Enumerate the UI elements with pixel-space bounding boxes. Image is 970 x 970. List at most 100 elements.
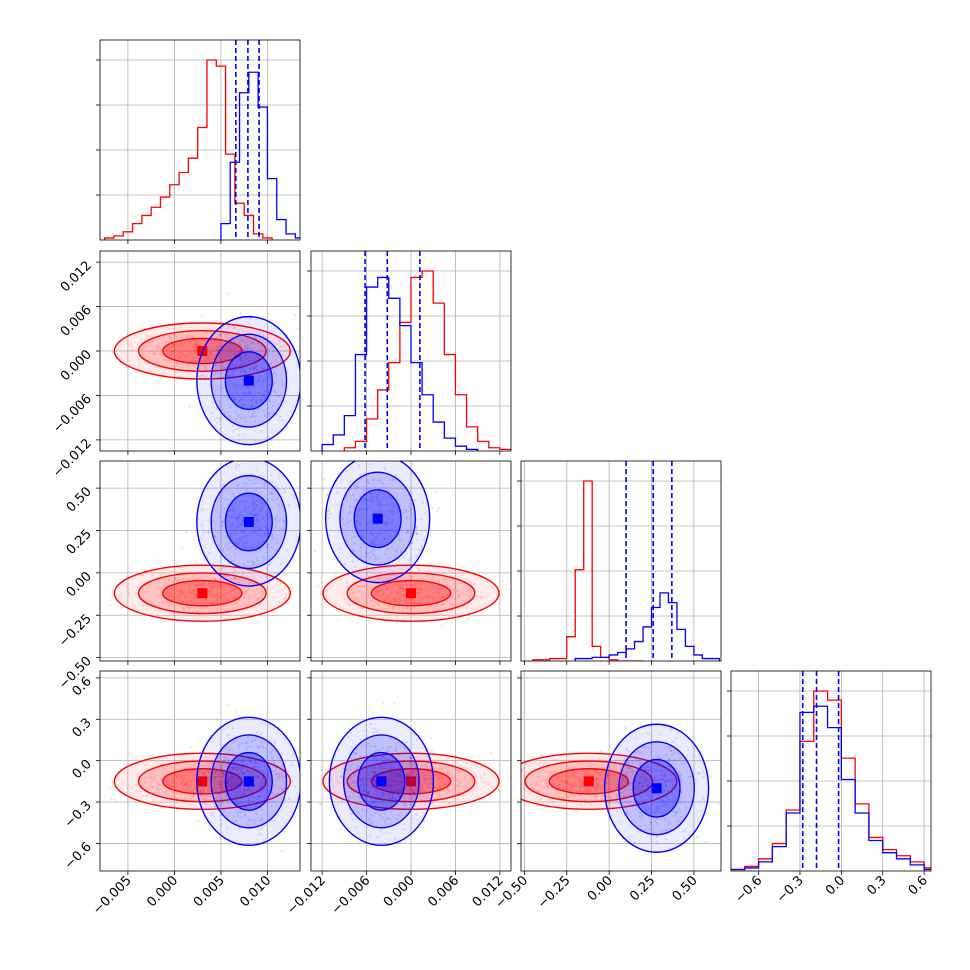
scatter-point: [390, 766, 393, 769]
scatter-point: [656, 762, 660, 765]
scatter-point: [215, 345, 219, 348]
scatter-point: [391, 570, 394, 573]
scatter-point: [540, 797, 543, 801]
y-tick-label: −0.012: [50, 436, 95, 481]
scatter-point: [183, 583, 186, 586]
scatter-point: [180, 589, 183, 593]
scatter-point: [376, 496, 379, 499]
scatter-point: [353, 498, 356, 502]
scatter-point: [362, 790, 365, 793]
scatter-point: [572, 771, 575, 774]
scatter-point: [265, 775, 269, 778]
scatter-point: [382, 792, 385, 796]
scatter-point: [139, 790, 142, 793]
scatter-point: [373, 601, 376, 604]
scatter-point: [381, 756, 384, 759]
scatter-point: [370, 531, 373, 534]
scatter-point: [260, 732, 264, 735]
scatter-point: [497, 788, 501, 791]
scatter-point: [202, 786, 205, 790]
scatter-point: [391, 502, 394, 505]
scatter-point: [235, 516, 238, 519]
scatter-point: [220, 788, 223, 791]
scatter-point: [174, 346, 178, 350]
scatter-point: [482, 780, 486, 783]
scatter-point: [430, 582, 433, 585]
scatter-point: [202, 581, 205, 584]
scatter-point: [216, 348, 219, 352]
scatter-point: [220, 524, 224, 527]
scatter-point: [146, 334, 149, 337]
scatter-point: [678, 773, 681, 776]
scatter-point: [433, 786, 437, 789]
scatter-point: [433, 767, 436, 771]
scatter-point: [293, 785, 297, 788]
scatter-point: [242, 766, 245, 769]
scatter-point: [275, 413, 278, 416]
scatter-point: [254, 476, 258, 480]
scatter-point: [168, 358, 171, 362]
scatter-point: [233, 326, 236, 329]
scatter-point: [372, 478, 375, 481]
scatter-point: [263, 379, 266, 382]
scatter-point: [202, 531, 205, 535]
scatter-point: [360, 529, 364, 532]
scatter-point: [234, 418, 238, 421]
scatter-point: [663, 817, 667, 820]
scatter-point: [452, 597, 456, 600]
scatter-point: [673, 814, 677, 817]
scatter-point: [675, 811, 678, 814]
scatter-point: [198, 577, 201, 580]
scatter-point: [201, 508, 204, 511]
scatter-point: [185, 355, 188, 358]
scatter-point: [292, 494, 295, 497]
scatter-point: [258, 454, 260, 456]
scatter-point: [274, 793, 277, 796]
scatter-point: [446, 781, 449, 784]
scatter-point: [215, 598, 219, 601]
scatter-point: [370, 506, 374, 510]
scatter-point: [216, 594, 219, 597]
scatter-point: [201, 599, 204, 602]
scatter-point: [626, 761, 630, 765]
scatter-point: [226, 785, 229, 788]
scatter-point: [243, 804, 246, 807]
scatter-point: [186, 365, 190, 368]
scatter-point: [663, 772, 666, 775]
scatter-point: [223, 604, 226, 607]
scatter-point: [629, 838, 632, 842]
scatter-point: [239, 358, 242, 361]
scatter-point: [380, 767, 383, 770]
scatter-point: [239, 522, 242, 525]
scatter-point: [421, 776, 425, 779]
scatter-point: [391, 779, 394, 783]
scatter-point: [227, 753, 231, 756]
scatter-point: [418, 790, 421, 794]
scatter-point: [154, 761, 157, 764]
scatter-point: [624, 726, 627, 729]
scatter-point: [467, 617, 470, 621]
scatter-point: [184, 774, 187, 778]
scatter-point: [228, 374, 231, 378]
scatter-point: [268, 515, 271, 518]
scatter-point: [661, 778, 665, 781]
scatter-point: [384, 603, 387, 607]
scatter-point: [226, 757, 229, 760]
scatter-point: [259, 399, 263, 402]
scatter-point: [428, 588, 431, 591]
scatter-point: [156, 347, 159, 350]
scatter-point: [364, 498, 367, 501]
scatter-point: [237, 811, 240, 814]
scatter-point: [236, 341, 239, 344]
scatter-point: [181, 600, 184, 604]
scatter-point: [266, 528, 269, 531]
scatter-point: [200, 359, 203, 362]
scatter-point: [543, 770, 547, 773]
x-tick-label: −0.012: [284, 873, 329, 918]
scatter-point: [669, 749, 673, 752]
scatter-point: [413, 601, 416, 604]
scatter-point: [390, 591, 394, 594]
scatter-point: [392, 512, 395, 515]
scatter-point: [251, 563, 254, 567]
scatter-point: [222, 773, 225, 776]
